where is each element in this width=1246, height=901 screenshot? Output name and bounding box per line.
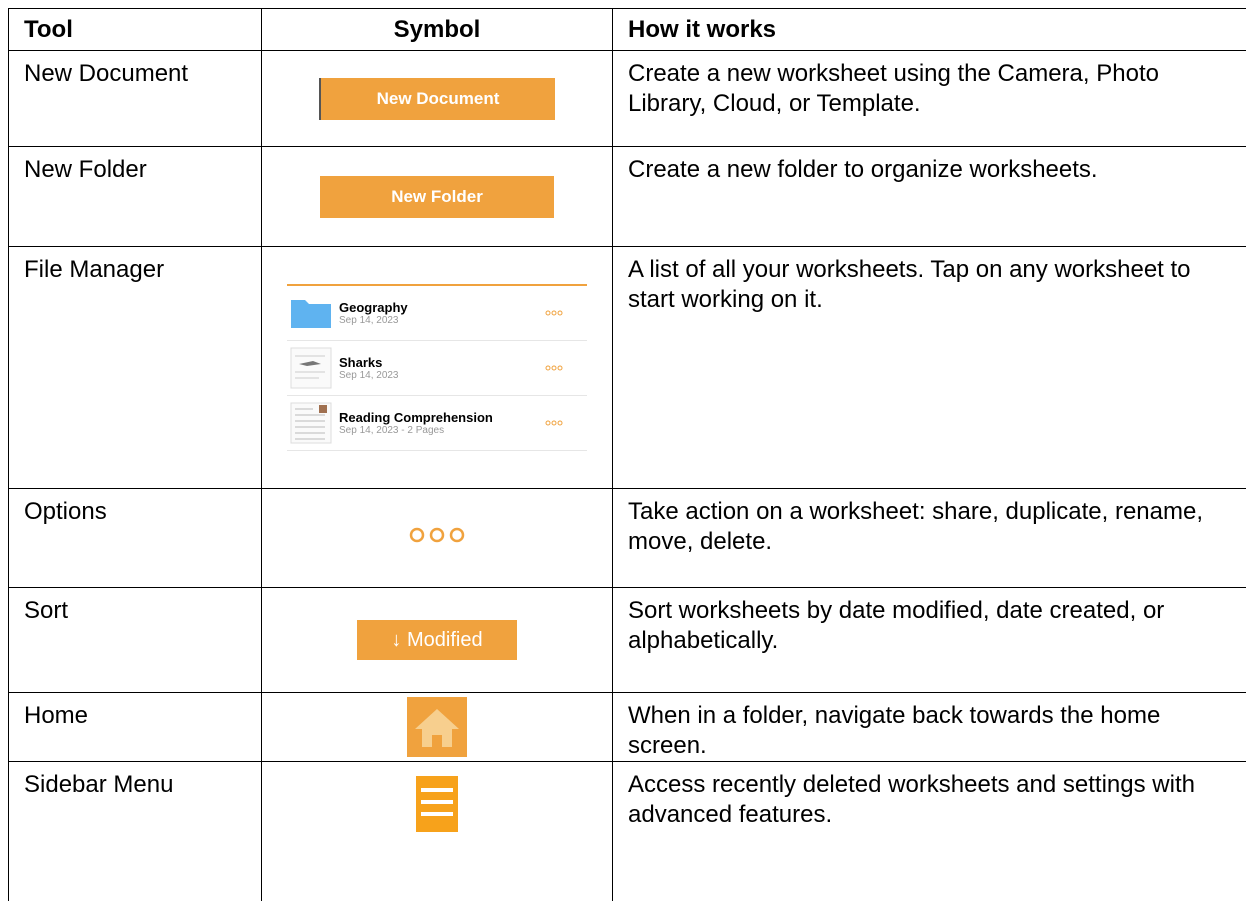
file-date: Sep 14, 2023 [339, 315, 399, 326]
file-item: Geography Sep 14, 2023 [287, 286, 587, 341]
new-document-button: New Document [319, 77, 555, 120]
options-icon[interactable] [545, 420, 563, 426]
symbol-cell: ↓ Modified [261, 587, 613, 693]
symbol-cell [261, 761, 613, 901]
description-cell: Create a new worksheet using the Camera,… [612, 50, 1246, 147]
file-item: Sharks Sep 14, 2023 [287, 341, 587, 396]
file-name: Reading Comprehension [339, 410, 493, 425]
tool-cell: Home [8, 692, 262, 762]
file-date: Sep 14, 2023 [339, 370, 399, 381]
row: File Manager Geography Sep 14, 2023 Shark… [8, 246, 1246, 489]
tools-table: Tool Symbol How it works New Document Ne… [8, 8, 1246, 901]
header-row: Tool Symbol How it works [8, 8, 1246, 51]
symbol-cell: New Folder [261, 146, 613, 247]
header-cell: Symbol [261, 8, 613, 51]
symbol-cell [261, 488, 613, 588]
row: New Document New Document Create a new w… [8, 50, 1246, 147]
symbol-cell [261, 692, 613, 762]
tool-cell: Options [8, 488, 262, 588]
tool-cell: File Manager [8, 246, 262, 489]
symbol-cell: New Document [261, 50, 613, 147]
tool-cell: New Document [8, 50, 262, 147]
file-manager: Geography Sep 14, 2023 Sharks Sep 14, 2023… [287, 284, 587, 451]
row: New Folder New Folder Create a new folde… [8, 146, 1246, 247]
symbol-cell: Geography Sep 14, 2023 Sharks Sep 14, 2023… [261, 246, 613, 489]
row: Home When in a folder, navigate back tow… [8, 692, 1246, 762]
description-cell: When in a folder, navigate back towards … [612, 692, 1246, 762]
header-cell: How it works [612, 8, 1246, 51]
row: Sidebar Menu Access recently deleted wor… [8, 761, 1246, 901]
file-name: Sharks [339, 355, 383, 370]
tool-cell: Sort [8, 587, 262, 693]
new-folder-button: New Folder [320, 175, 554, 218]
file-item: Reading Comprehension Sep 14, 2023 - 2 Pa… [287, 396, 587, 451]
file-name: Geography [339, 300, 408, 315]
description-cell: Access recently deleted worksheets and s… [612, 761, 1246, 901]
folder-icon [291, 300, 331, 328]
tool-cell: New Folder [8, 146, 262, 247]
options-icon[interactable] [545, 365, 563, 371]
description-cell: Sort worksheets by date modified, date c… [612, 587, 1246, 693]
description-cell: A list of all your worksheets. Tap on an… [612, 246, 1246, 489]
worksheet-thumbnail [290, 402, 332, 444]
description-cell: Create a new folder to organize workshee… [612, 146, 1246, 247]
options-icon[interactable] [545, 310, 563, 316]
sort-button: ↓ Modified [357, 620, 517, 660]
file-date: Sep 14, 2023 - 2 Pages [339, 425, 445, 436]
header-cell: Tool [8, 8, 262, 51]
sidebar-menu-icon [416, 776, 458, 832]
tool-cell: Sidebar Menu [8, 761, 262, 901]
home-icon [407, 697, 467, 757]
options-symbol [409, 527, 465, 543]
worksheet-thumbnail [290, 347, 332, 389]
row: Sort ↓ Modified Sort worksheets by date … [8, 587, 1246, 693]
row: Options Take action on a worksheet: shar… [8, 488, 1246, 588]
description-cell: Take action on a worksheet: share, dupli… [612, 488, 1246, 588]
